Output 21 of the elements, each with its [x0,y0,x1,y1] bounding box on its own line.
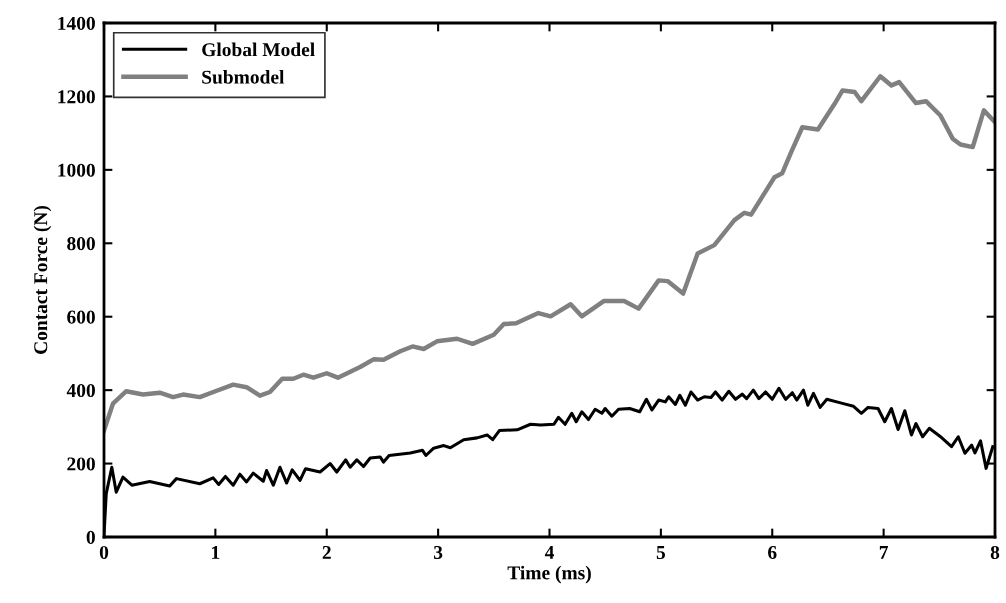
y-tick-label: 1400 [58,16,95,30]
y-tick-label: 600 [67,310,95,324]
x-tick-label: 5 [656,546,666,560]
y-tick-label: 1000 [58,163,95,177]
x-tick-label: 7 [879,546,889,559]
y-tick-label: 1200 [58,90,95,104]
x-tick-label: 0 [99,545,109,560]
x-tick-label: 4 [544,546,554,559]
y-axis-title: Contact Force (N) [33,205,52,354]
legend-label: Submodel [202,70,285,84]
x-tick-label: 2 [322,545,331,559]
y-tick-label: 200 [67,457,95,471]
y-tick-label: 400 [66,383,95,398]
x-tick-label: 8 [990,545,1000,560]
x-tick-label: 1 [212,545,220,559]
legend-label: Global Model [202,42,315,57]
y-tick-label: 800 [67,237,95,251]
x-tick-label: 6 [768,545,777,560]
y-tick-label: 0 [86,530,95,544]
x-axis-title: Time (ms) [507,565,591,584]
x-tick-label: 3 [434,545,443,560]
